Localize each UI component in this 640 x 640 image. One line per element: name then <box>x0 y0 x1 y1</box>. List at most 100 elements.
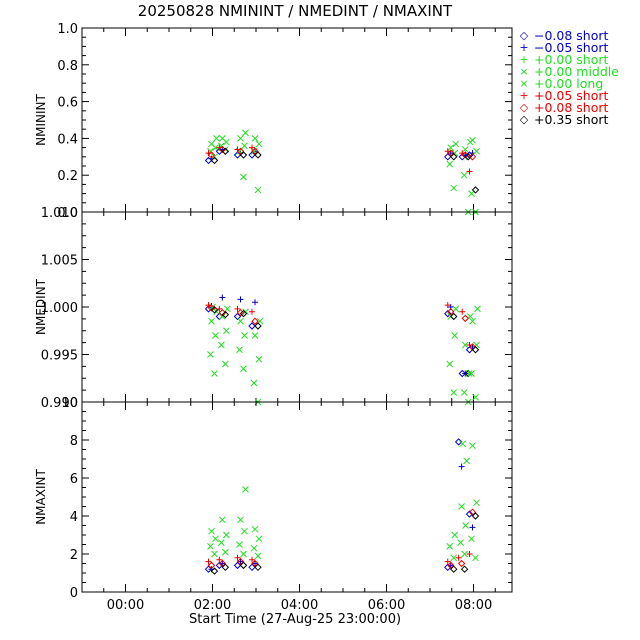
data-point <box>233 561 242 570</box>
data-point <box>444 302 451 309</box>
legend-item: + +0.05 short <box>516 88 619 103</box>
legend-item: ◇ +0.08 short <box>516 100 619 115</box>
data-point <box>223 531 230 539</box>
y-tick-label: 0 <box>70 586 78 601</box>
data-point <box>469 136 476 144</box>
data-point <box>237 135 244 142</box>
data-point <box>473 499 480 507</box>
data-point <box>255 140 263 148</box>
data-point <box>463 457 470 465</box>
data-point <box>241 332 248 339</box>
data-point <box>240 365 247 373</box>
data-point <box>204 305 213 313</box>
data-point <box>204 565 213 573</box>
x-tick-label: 04:00 <box>281 598 318 613</box>
data-point <box>469 442 476 450</box>
data-point <box>249 144 255 151</box>
data-point <box>455 554 462 561</box>
legend-item: × +0.00 long <box>516 77 619 90</box>
data-point <box>249 308 255 315</box>
y-tick-label: 4 <box>70 510 78 525</box>
legend-item: ◇ +0.35 short <box>516 112 619 127</box>
legend-marker: × <box>519 77 529 90</box>
data-point <box>254 563 262 572</box>
data-point <box>207 543 214 550</box>
data-point <box>233 312 242 321</box>
data-point <box>218 145 227 154</box>
data-point <box>451 332 459 339</box>
data-point <box>461 341 469 349</box>
data-point <box>450 554 458 562</box>
x-axis-label: Start Time (27-Aug-25 23:00:00) <box>188 612 402 627</box>
data-point <box>221 563 230 572</box>
data-point <box>471 346 480 354</box>
data-point <box>461 550 468 558</box>
data-point <box>208 527 215 535</box>
legend-item: + +0.00 short <box>516 53 619 66</box>
data-point <box>241 527 248 535</box>
y-tick-label: 6 <box>70 472 78 487</box>
data-point <box>251 317 259 325</box>
data-point <box>252 299 258 306</box>
legend-label: +0.08 short <box>534 100 609 115</box>
data-point <box>237 558 244 565</box>
data-point <box>472 554 479 562</box>
panel-nmedint: 0.990 0.995 1.000 1.005 1.010 NMEDINT <box>34 206 513 411</box>
data-point <box>236 346 243 354</box>
data-point <box>240 173 247 181</box>
data-point <box>250 379 258 387</box>
y-tick-label: 1.0 <box>57 22 78 37</box>
x-tick-label: 02:00 <box>194 598 231 613</box>
data-point <box>454 438 463 446</box>
data-point <box>457 539 464 546</box>
legend-label: −0.05 short <box>534 40 609 55</box>
data-point <box>251 525 259 533</box>
data-point <box>241 142 248 150</box>
data-point <box>451 531 459 539</box>
legend-item: + −0.05 short <box>516 40 619 55</box>
legend-label: +0.05 short <box>534 88 609 103</box>
data-point <box>222 548 229 556</box>
data-point <box>465 510 474 518</box>
data-point <box>461 314 469 323</box>
data-point <box>208 140 215 148</box>
data-point <box>213 135 220 142</box>
y-tick-label: 1.005 <box>41 254 78 269</box>
y-tick-label: 0.8 <box>57 59 78 74</box>
data-point <box>254 322 262 330</box>
data-point <box>219 135 226 142</box>
data-point <box>236 557 245 566</box>
data-point <box>221 310 230 319</box>
data-point <box>216 305 223 312</box>
data-point <box>446 360 454 368</box>
x-tick-label: 00:00 <box>107 598 144 613</box>
data-point <box>215 561 224 570</box>
data-point <box>207 561 216 570</box>
legend-label: +0.35 short <box>534 112 609 127</box>
data-point <box>461 146 469 153</box>
data-point <box>204 156 213 165</box>
legend-marker: + <box>519 53 529 66</box>
data-point <box>459 308 466 315</box>
legend-marker: + <box>519 89 529 102</box>
data-point <box>216 556 223 563</box>
data-point <box>444 563 452 572</box>
data-point <box>458 369 466 378</box>
data-point <box>219 560 226 567</box>
panel-frame <box>81 27 513 213</box>
data-point <box>207 304 216 312</box>
data-point <box>460 565 469 573</box>
data-point <box>219 294 226 301</box>
data-point <box>255 535 263 543</box>
data-point <box>254 552 262 560</box>
data-point <box>468 153 477 161</box>
data-point <box>444 309 452 318</box>
data-point <box>249 556 255 563</box>
data-point <box>447 308 455 316</box>
data-point <box>242 308 249 316</box>
data-point <box>444 558 451 565</box>
data-point <box>474 305 481 313</box>
y-axis-label: NMININT <box>34 93 48 145</box>
data-point <box>252 148 258 155</box>
data-point <box>218 559 227 568</box>
